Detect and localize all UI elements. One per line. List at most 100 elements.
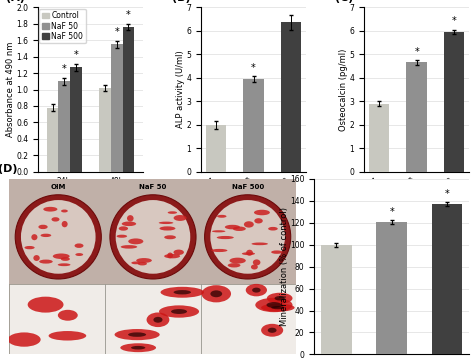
Ellipse shape [246,284,267,296]
Bar [406,62,427,172]
Ellipse shape [268,227,278,231]
Bar [100,88,111,172]
Ellipse shape [246,250,253,256]
Ellipse shape [21,200,96,274]
Ellipse shape [117,235,127,238]
Bar [111,44,123,172]
Ellipse shape [164,235,176,239]
Ellipse shape [210,200,285,274]
Text: *: * [73,50,78,60]
Bar [9,179,296,284]
Text: (D): (D) [0,164,18,174]
Text: *: * [251,63,256,73]
Y-axis label: ALP activity (U/ml): ALP activity (U/ml) [176,50,185,129]
Ellipse shape [146,313,169,327]
Ellipse shape [41,234,51,237]
Ellipse shape [252,287,261,292]
Ellipse shape [244,221,254,228]
Ellipse shape [268,328,276,333]
Ellipse shape [131,261,140,264]
Bar [206,125,227,172]
Ellipse shape [115,329,160,340]
Ellipse shape [161,287,204,298]
Bar [58,81,70,172]
Ellipse shape [255,298,292,312]
Bar [444,32,465,172]
Text: *: * [414,47,419,57]
Ellipse shape [15,195,101,279]
Ellipse shape [118,226,128,231]
Ellipse shape [116,200,190,274]
Bar [369,103,390,172]
Ellipse shape [8,333,41,347]
Ellipse shape [74,243,83,248]
Legend: Control, NaF 50, NaF 500: Control, NaF 50, NaF 500 [39,9,86,43]
Ellipse shape [173,250,184,255]
Ellipse shape [38,225,48,229]
Ellipse shape [127,215,134,222]
Ellipse shape [173,290,191,294]
Ellipse shape [266,302,282,308]
Ellipse shape [261,304,295,312]
Y-axis label: Absorbance at 490 nm: Absorbance at 490 nm [6,42,15,137]
Bar [123,27,134,172]
Ellipse shape [160,226,175,231]
Ellipse shape [122,222,136,226]
Ellipse shape [255,218,263,223]
Ellipse shape [154,317,163,323]
Text: *: * [452,16,456,26]
Bar [321,245,352,354]
Y-axis label: Mineralization (% of control): Mineralization (% of control) [280,207,289,326]
Bar [70,67,82,172]
Text: *: * [114,27,119,37]
Ellipse shape [173,215,187,221]
Ellipse shape [128,238,143,244]
Ellipse shape [217,236,234,239]
Ellipse shape [25,246,35,249]
Ellipse shape [168,211,177,214]
Ellipse shape [159,305,199,318]
Ellipse shape [205,195,291,279]
Bar [47,108,58,172]
Ellipse shape [229,258,246,263]
Bar [105,284,201,354]
Ellipse shape [58,310,78,321]
Ellipse shape [33,255,40,261]
Ellipse shape [242,252,255,255]
Ellipse shape [137,262,147,265]
Ellipse shape [131,346,146,349]
Ellipse shape [225,225,240,229]
Ellipse shape [58,263,71,266]
Ellipse shape [49,331,86,340]
Text: *: * [389,207,394,217]
Ellipse shape [121,245,137,248]
Text: OIM: OIM [51,184,66,190]
Text: NaF 50: NaF 50 [139,184,167,190]
Text: NaF 500: NaF 500 [231,184,264,190]
Ellipse shape [61,209,68,212]
Ellipse shape [31,234,37,240]
Ellipse shape [261,324,283,337]
Ellipse shape [274,296,285,300]
Ellipse shape [254,210,270,215]
Text: (C): (C) [335,0,353,3]
Ellipse shape [120,343,156,352]
Ellipse shape [171,309,187,314]
Y-axis label: Osteocalcin (pg/ml): Osteocalcin (pg/ml) [339,48,348,131]
Bar [281,23,301,172]
Text: (B): (B) [172,0,190,3]
Ellipse shape [252,242,268,245]
Bar [376,222,407,354]
Text: (A): (A) [6,0,25,3]
Ellipse shape [251,265,258,270]
Ellipse shape [253,260,260,265]
Ellipse shape [110,195,196,279]
Ellipse shape [128,332,146,337]
Ellipse shape [43,207,57,212]
Ellipse shape [210,290,222,297]
Ellipse shape [201,285,231,303]
Ellipse shape [52,217,60,222]
Ellipse shape [212,230,226,232]
Ellipse shape [267,293,292,304]
Ellipse shape [167,252,173,258]
